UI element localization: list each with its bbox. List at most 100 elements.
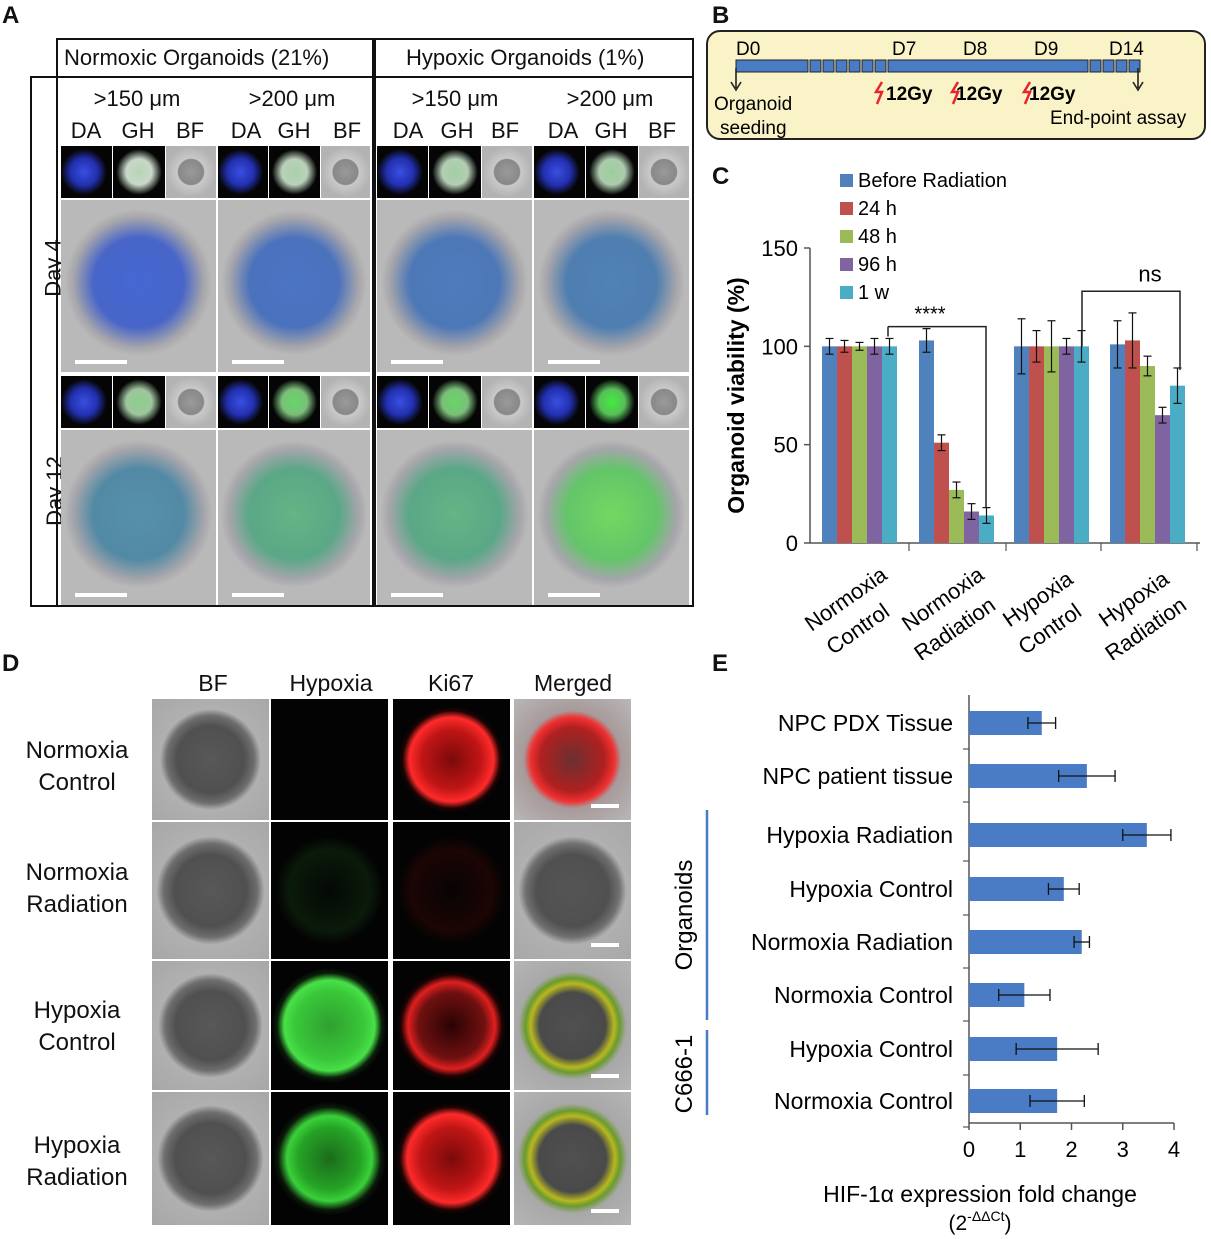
category-label: Hypoxia Radiation — [766, 822, 953, 848]
bar — [949, 489, 964, 543]
x-tick-label: 2 — [1065, 1137, 1077, 1162]
channel-da-1: DA — [70, 118, 102, 143]
normoxic-header-box: Normoxic Organoids (21%) — [56, 38, 374, 78]
bf-micrograph — [152, 961, 269, 1090]
hypoxia-channel — [269, 146, 320, 198]
start-label-line2: seeding — [720, 118, 787, 139]
bar — [934, 442, 949, 543]
group-label: Organoids — [671, 860, 698, 971]
hypoxia-micrograph — [271, 822, 388, 959]
panel-c-label: C — [712, 163, 730, 190]
channel-gh-3: GH — [440, 118, 474, 143]
channel-da-3: DA — [392, 118, 424, 143]
normoxic-header: Normoxic Organoids (21%) — [64, 45, 330, 70]
timeline-day-box — [835, 59, 848, 73]
day-label-d7: D7 — [892, 39, 916, 60]
brightfield-channel — [638, 376, 689, 428]
timeline-day-box — [822, 59, 835, 73]
legend-swatch — [840, 258, 853, 271]
size-header-2: >200 μm — [248, 86, 336, 111]
legend-swatch — [840, 174, 853, 187]
x-tick-label: 3 — [1117, 1137, 1129, 1162]
organoid-stain — [61, 430, 216, 605]
timeline-day-box — [809, 59, 822, 73]
normoxic-frame — [30, 76, 374, 607]
panel-e-label: E — [712, 650, 729, 677]
bar — [979, 515, 994, 543]
organoid-micrograph — [61, 200, 216, 372]
hypoxia-channel — [113, 146, 165, 198]
day-label-d9: D9 — [1034, 39, 1058, 60]
channel-bf-4: BF — [647, 118, 677, 143]
organoid-micrograph — [534, 200, 689, 372]
organoid-stain — [61, 200, 216, 372]
organoid-micrograph — [534, 430, 689, 605]
category-label: NPC patient tissue — [763, 763, 953, 789]
organoid-stain — [534, 200, 689, 372]
bar — [1014, 346, 1029, 543]
category-label: Hypoxia Control — [789, 876, 953, 902]
legend-label: Before Radiation — [858, 170, 1007, 192]
legend-label: 24 h — [858, 198, 897, 220]
timeline-day-box — [1128, 59, 1141, 73]
dapi-channel — [534, 376, 586, 428]
start-label-line1: Organoid — [714, 94, 792, 115]
dose-label-1: 12Gy — [886, 84, 933, 105]
row-label-divider — [56, 76, 58, 607]
y-tick-label: 100 — [761, 334, 798, 359]
legend-label: 96 h — [858, 254, 897, 276]
y-tick-label: 0 — [786, 531, 798, 556]
dapi-channel — [377, 146, 429, 198]
ki67-micrograph — [393, 699, 510, 820]
merged-micrograph — [514, 1092, 631, 1225]
d-col-hypoxia: Hypoxia — [289, 670, 373, 696]
d-col-merged: Merged — [534, 670, 612, 696]
x-tick-label: 1 — [1014, 1137, 1026, 1162]
bar — [1170, 385, 1185, 543]
radiation-bolt-icon — [873, 81, 884, 105]
brightfield-channel — [481, 376, 532, 428]
category-label: Normoxia Radiation — [751, 929, 953, 955]
size-header-4: >200 μm — [566, 86, 654, 111]
bf-micrograph — [152, 1092, 269, 1225]
size-header-3: >150 μm — [411, 86, 499, 111]
timeline-day-box — [848, 59, 861, 73]
organoid-stain — [218, 430, 370, 605]
brightfield-channel — [320, 146, 370, 198]
dose-label-3: 12Gy — [1029, 84, 1076, 105]
timeline-svg: D0 D7 D8 D9 D14 12Gy 12Gy 12Gy Organoid … — [714, 39, 1187, 139]
organoid-stain — [377, 430, 532, 605]
scale-bar — [232, 593, 284, 597]
significance-label: ns — [1138, 261, 1161, 286]
hypoxia-channel — [113, 376, 165, 428]
scale-bar — [391, 593, 443, 597]
merged-micrograph — [514, 699, 631, 820]
d-col-bf: BF — [198, 670, 228, 696]
bar — [1110, 344, 1125, 543]
category-label: NPC PDX Tissue — [778, 710, 953, 736]
channel-gh-2: GH — [277, 118, 311, 143]
radiation-bolt-icon — [1021, 81, 1032, 105]
timeline-bar-segment — [887, 59, 1089, 73]
d-row-label-1: Normoxia Control — [25, 737, 129, 796]
d-row-label-3: Hypoxia Control — [33, 997, 121, 1056]
hif-expression-chart: 0 1 2 3 4 NPC PDX Tissue NPC patient tissue Hyp… — [671, 695, 1180, 1235]
channel-gh-4: GH — [594, 118, 628, 143]
bar — [867, 346, 882, 543]
organoid-micrograph — [61, 430, 216, 605]
hypoxia-channel — [429, 146, 481, 198]
bf-micrograph — [152, 699, 269, 820]
radiation-bolt-icon — [949, 81, 960, 105]
x-axis-label: HIF-1α expression fold change — [823, 1181, 1137, 1207]
timeline-bars — [735, 59, 1141, 73]
dapi-channel — [61, 376, 113, 428]
hypoxic-frame — [374, 76, 694, 607]
dapi-channel — [377, 376, 429, 428]
timeline-day-box — [1089, 59, 1102, 73]
hypoxic-header: Hypoxic Organoids (1%) — [406, 45, 645, 70]
day-label-d8: D8 — [963, 39, 987, 60]
ki67-micrograph — [393, 1092, 510, 1225]
channel-bf-3: BF — [490, 118, 520, 143]
ki67-micrograph — [393, 961, 510, 1090]
bar — [822, 346, 837, 543]
